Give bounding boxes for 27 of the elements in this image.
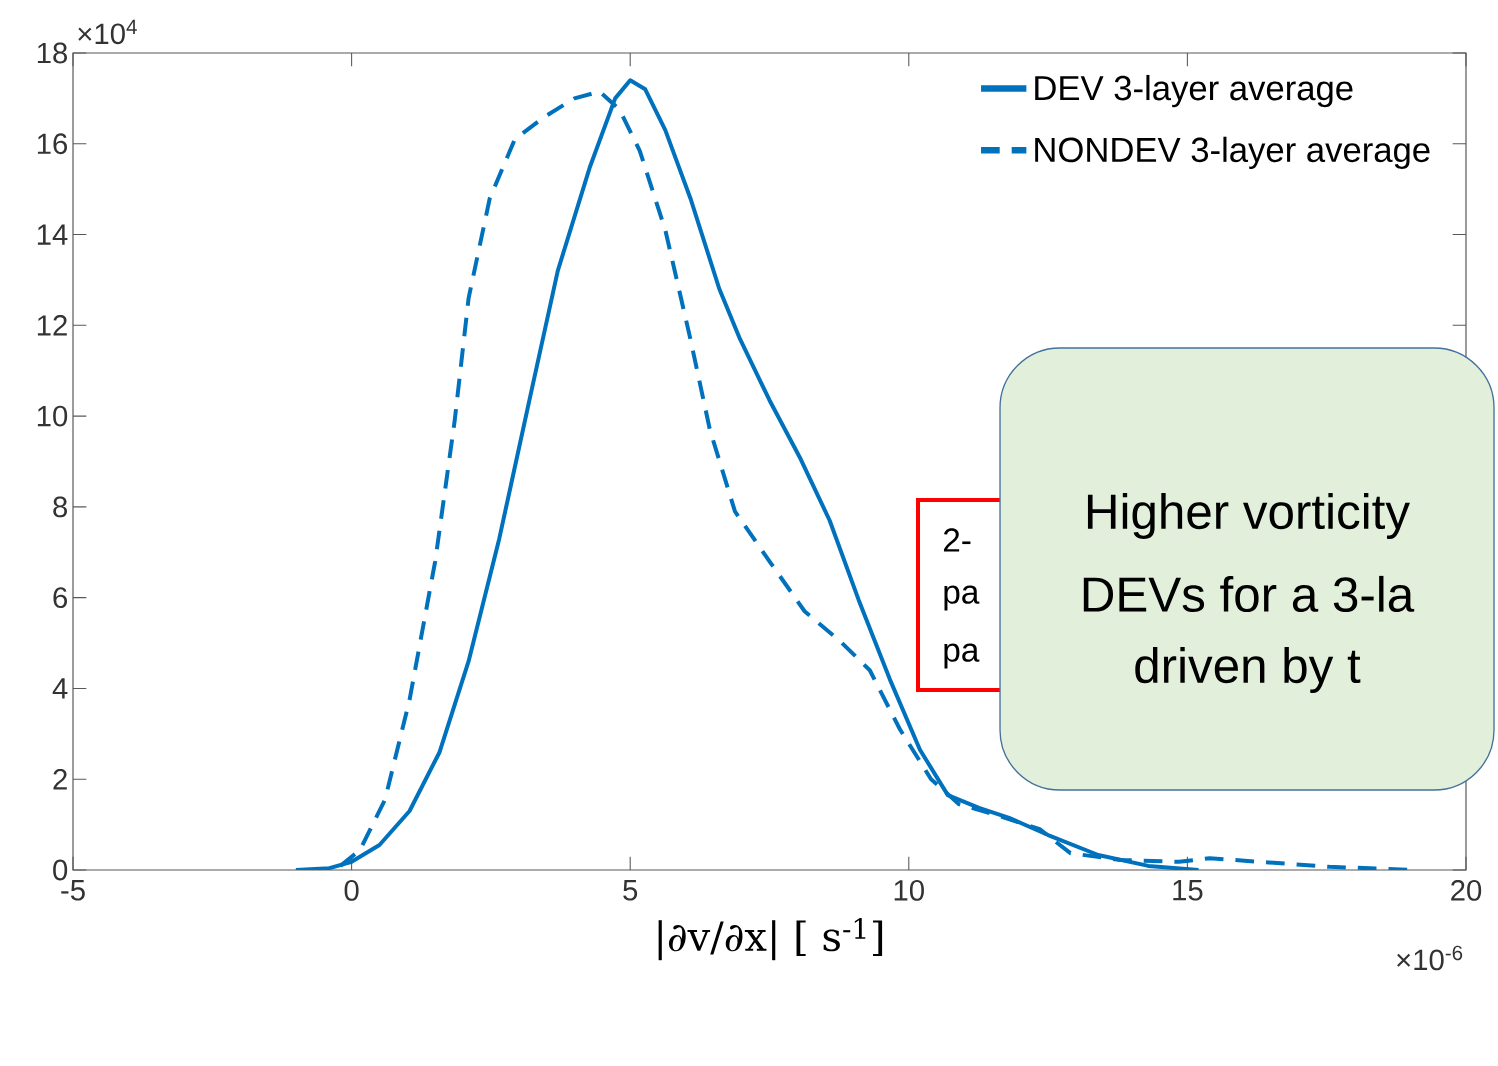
- x-tick-label: 0: [344, 880, 359, 901]
- y-tick-label: 14: [37, 224, 68, 245]
- y-tick-label: 16: [37, 133, 68, 155]
- annotation: DEVs for a 3-la: [1083, 575, 1415, 613]
- text: ×10$^{-6}$: [1397, 945, 1463, 971]
- legend-label: DEV 3-layer average: [1035, 74, 1353, 108]
- x-tick-label: 5: [623, 880, 638, 901]
- x-tick-label: -5: [61, 880, 85, 901]
- legend-label: NONDEV 3-layer average: [1035, 136, 1430, 170]
- annotation: driven by t: [1135, 647, 1361, 693]
- y-tick-label: 12: [37, 315, 67, 336]
- x-tick-label: 20: [1451, 880, 1482, 901]
- x-axis-title: |∂v/∂x| [ s$^{-1}$]: [658, 917, 883, 961]
- y-tick-label: 8: [53, 496, 68, 518]
- x-tick-label: 10: [894, 880, 924, 901]
- y-tick-label: 18: [37, 42, 68, 64]
- x-tick-label: 15: [1173, 880, 1203, 901]
- y-tick-label: 4: [52, 678, 68, 699]
- annotation: pa: [944, 585, 980, 611]
- y-tick-label: 0: [53, 859, 68, 881]
- y-tick-label: 6: [53, 587, 68, 609]
- annotation: Higher vorticity: [1087, 493, 1410, 539]
- annotation: 2-: [943, 528, 971, 552]
- y-tick-label: 2: [53, 768, 67, 790]
- y-tick-label: 10: [37, 405, 68, 427]
- annotation: pa: [944, 643, 980, 669]
- text: ×10$^{4}$: [78, 19, 137, 45]
